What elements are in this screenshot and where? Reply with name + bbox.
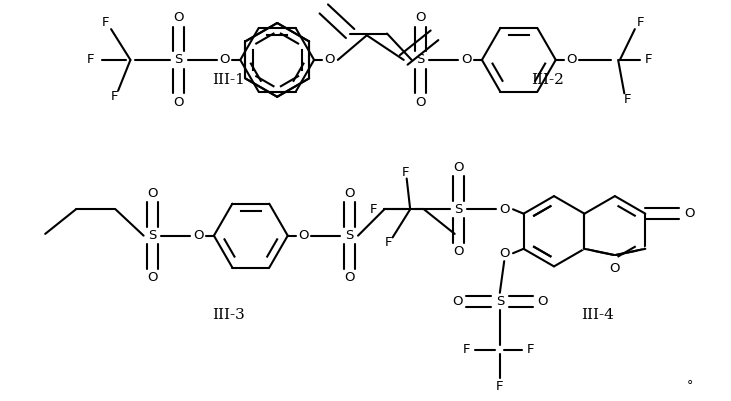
- Text: °: °: [687, 379, 694, 391]
- Text: O: O: [453, 161, 463, 174]
- Text: O: O: [537, 295, 548, 308]
- Text: O: O: [147, 187, 158, 200]
- Text: O: O: [415, 11, 425, 24]
- Text: O: O: [344, 187, 355, 200]
- Text: O: O: [298, 229, 308, 242]
- Text: III-2: III-2: [531, 73, 564, 87]
- Text: O: O: [567, 53, 577, 67]
- Text: F: F: [385, 236, 392, 249]
- Text: F: F: [637, 16, 644, 30]
- Text: F: F: [463, 343, 470, 356]
- Text: O: O: [499, 203, 510, 216]
- Text: O: O: [610, 262, 620, 275]
- Text: O: O: [452, 295, 463, 308]
- Text: S: S: [496, 295, 504, 308]
- Text: O: O: [344, 271, 355, 284]
- Text: F: F: [402, 166, 409, 179]
- Text: O: O: [684, 207, 694, 220]
- Text: F: F: [370, 203, 377, 216]
- Text: III-4: III-4: [581, 308, 614, 322]
- Text: S: S: [416, 53, 425, 67]
- Text: F: F: [87, 53, 94, 67]
- Text: S: S: [345, 229, 353, 242]
- Text: III-3: III-3: [213, 308, 245, 322]
- Text: F: F: [496, 380, 504, 393]
- Text: S: S: [455, 203, 463, 216]
- Text: F: F: [527, 343, 534, 356]
- Text: S: S: [148, 229, 156, 242]
- Text: O: O: [499, 247, 510, 260]
- Text: O: O: [219, 53, 230, 67]
- Text: O: O: [325, 53, 335, 67]
- Text: O: O: [193, 229, 203, 242]
- Text: O: O: [173, 11, 184, 24]
- Text: F: F: [645, 53, 653, 67]
- Text: O: O: [461, 53, 471, 67]
- Text: O: O: [415, 95, 425, 109]
- Text: F: F: [624, 93, 632, 106]
- Text: O: O: [147, 271, 158, 284]
- Text: F: F: [102, 16, 110, 30]
- Text: F: F: [111, 90, 118, 103]
- Text: III-1: III-1: [213, 73, 246, 87]
- Text: O: O: [453, 245, 463, 258]
- Text: S: S: [175, 53, 183, 67]
- Text: O: O: [173, 95, 184, 109]
